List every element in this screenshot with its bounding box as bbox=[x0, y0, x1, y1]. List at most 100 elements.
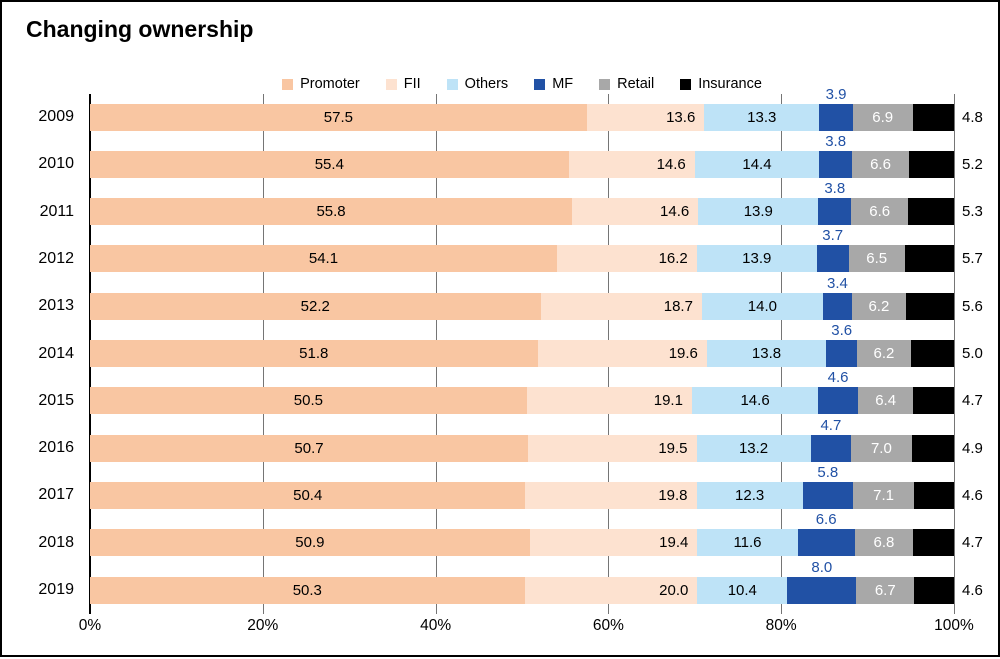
value-label-retail: 6.2 bbox=[868, 297, 890, 315]
value-label-retail: 6.6 bbox=[869, 203, 891, 221]
value-label-mf: 3.6 bbox=[831, 322, 853, 339]
year-label-2018: 2018 bbox=[38, 533, 74, 551]
bar-segment-promoter-2016: 50.7 bbox=[90, 434, 529, 462]
bar-row-2018: 50.9 19.4 11.6 6.8 bbox=[90, 529, 954, 557]
value-label-insurance: 5.0 bbox=[962, 345, 983, 362]
legend-label: Promoter bbox=[300, 76, 360, 92]
bar-segment-mf-2015 bbox=[818, 387, 858, 415]
bar-segment-promoter-2009: 57.5 bbox=[90, 103, 587, 131]
value-label-insurance: 5.2 bbox=[962, 155, 983, 173]
bar-segment-mf-2018 bbox=[797, 529, 855, 557]
value-label-others: 14.6 bbox=[740, 392, 770, 410]
value-label-insurance: 4.7 bbox=[962, 534, 983, 552]
value-label-mf: 5.8 bbox=[817, 463, 839, 481]
value-label-others: 13.2 bbox=[738, 439, 769, 457]
value-label-insurance: 5.7 bbox=[962, 250, 983, 268]
value-label-others: 13.9 bbox=[742, 250, 772, 268]
legend-label: Insurance bbox=[698, 76, 762, 92]
value-label-fii: 13.6 bbox=[666, 108, 696, 126]
bar-row-2013: 52.2 18.7 14.0 6.2 bbox=[90, 292, 954, 320]
bar-segment-fii-2018: 19.4 bbox=[529, 529, 698, 557]
legend-item-insurance: Insurance bbox=[680, 76, 762, 92]
value-label-promoter: 55.4 bbox=[314, 155, 344, 173]
bar-segment-mf-2012 bbox=[816, 245, 849, 273]
value-label-fii: 19.5 bbox=[658, 439, 688, 457]
value-label-mf: 8.0 bbox=[811, 558, 833, 576]
legend-swatch-promoter bbox=[282, 78, 294, 90]
value-label-promoter: 55.8 bbox=[316, 203, 346, 221]
x-tick-label-0: 0% bbox=[78, 617, 102, 634]
bar-segment-promoter-2014: 51.8 bbox=[90, 340, 538, 367]
bar-segment-insurance-2014 bbox=[910, 340, 954, 367]
value-label-retail: 6.2 bbox=[873, 345, 895, 362]
bar-segment-others-2009: 13.3 bbox=[704, 103, 820, 131]
bar-segment-promoter-2018: 50.9 bbox=[90, 529, 530, 557]
legend-swatch-others bbox=[446, 78, 458, 90]
x-tick-label-40: 40% bbox=[420, 617, 452, 634]
x-tick-label-100: 100% bbox=[934, 617, 974, 634]
value-label-others: 13.8 bbox=[751, 345, 782, 362]
bar-segment-insurance-2012 bbox=[904, 245, 954, 273]
value-label-others: 14.0 bbox=[747, 297, 777, 315]
bar-segment-insurance-2013 bbox=[905, 292, 954, 320]
year-label-2013: 2013 bbox=[38, 297, 74, 315]
bar-segment-promoter-2019: 50.3 bbox=[90, 576, 525, 604]
value-label-promoter: 50.5 bbox=[293, 392, 323, 410]
bar-segment-insurance-2010 bbox=[909, 150, 954, 178]
value-label-retail: 6.7 bbox=[874, 581, 896, 599]
value-label-fii: 14.6 bbox=[660, 203, 690, 221]
bar-segment-mf-2011 bbox=[818, 198, 852, 226]
value-label-others: 10.4 bbox=[727, 581, 757, 599]
gridline-100 bbox=[954, 94, 955, 614]
bar-segment-insurance-2017 bbox=[914, 481, 954, 509]
bar-segment-others-2014: 13.8 bbox=[706, 340, 827, 367]
value-label-insurance: 5.3 bbox=[962, 203, 983, 221]
value-label-others: 14.4 bbox=[742, 155, 772, 173]
bar-segment-fii-2011: 14.6 bbox=[572, 198, 699, 226]
value-label-others: 12.3 bbox=[735, 486, 765, 504]
bar-segment-others-2017: 12.3 bbox=[696, 481, 803, 509]
year-label-2014: 2014 bbox=[38, 344, 74, 362]
legend-item-promoter: Promoter bbox=[282, 76, 360, 92]
bar-segment-promoter-2012: 54.1 bbox=[90, 245, 557, 273]
bar-row-2010: 55.4 14.6 14.4 6.6 bbox=[90, 150, 954, 178]
value-label-fii: 19.4 bbox=[659, 534, 689, 552]
value-label-mf: 3.4 bbox=[827, 274, 848, 292]
value-label-promoter: 51.8 bbox=[299, 345, 329, 362]
legend: Promoter FII Others MF Retail Insurance bbox=[90, 74, 954, 94]
value-label-retail: 7.1 bbox=[873, 486, 894, 504]
bar-segment-retail-2015: 6.4 bbox=[857, 387, 914, 415]
bar-segment-promoter-2015: 50.5 bbox=[90, 387, 527, 415]
legend-item-retail: Retail bbox=[599, 76, 654, 92]
bar-segment-others-2010: 14.4 bbox=[694, 150, 820, 178]
bar-segment-promoter-2013: 52.2 bbox=[90, 292, 541, 320]
year-label-2011: 2011 bbox=[39, 202, 74, 220]
bar-segment-fii-2012: 16.2 bbox=[556, 245, 697, 273]
value-label-mf: 6.6 bbox=[815, 511, 837, 529]
year-label-2009: 2009 bbox=[38, 108, 74, 125]
value-label-promoter: 57.5 bbox=[323, 108, 353, 126]
bar-segment-mf-2014 bbox=[826, 340, 858, 367]
bar-segment-fii-2010: 14.6 bbox=[568, 150, 695, 178]
x-tick-label-60: 60% bbox=[592, 617, 624, 634]
bar-row-2009: 57.5 13.6 13.3 6.9 bbox=[90, 103, 954, 131]
bar-segment-others-2015: 14.6 bbox=[691, 387, 819, 415]
bar-row-2014: 51.8 19.6 13.8 6.2 bbox=[90, 340, 954, 367]
value-label-retail: 7.0 bbox=[870, 439, 892, 457]
bar-segment-others-2013: 14.0 bbox=[701, 292, 823, 320]
x-tick-label-20: 20% bbox=[247, 617, 279, 634]
bar-segment-mf-2017 bbox=[802, 481, 853, 509]
bar-segment-retail-2012: 6.5 bbox=[848, 245, 905, 273]
value-label-others: 11.6 bbox=[733, 534, 762, 552]
bar-segment-retail-2018: 6.8 bbox=[854, 529, 914, 557]
bar-segment-insurance-2011 bbox=[908, 198, 954, 226]
bar-segment-others-2011: 13.9 bbox=[698, 198, 819, 226]
legend-swatch-insurance bbox=[680, 78, 692, 90]
year-label-2019: 2019 bbox=[38, 581, 74, 598]
value-label-insurance: 4.6 bbox=[962, 486, 983, 504]
value-label-mf: 4.7 bbox=[820, 416, 842, 434]
year-label-2015: 2015 bbox=[38, 391, 74, 409]
value-label-insurance: 4.6 bbox=[962, 581, 983, 599]
bar-segment-insurance-2016 bbox=[911, 434, 954, 462]
